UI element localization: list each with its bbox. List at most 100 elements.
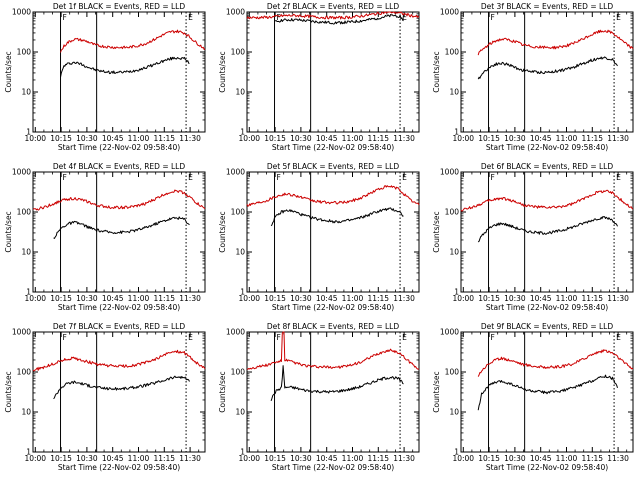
y-axis-label: Counts/sec [218,371,227,412]
x-tick-label: 11:15 [581,454,603,463]
y-tick-label: 10 [449,408,459,417]
x-tick-label: 11:00 [342,454,364,463]
lld-series-line [32,349,206,372]
x-tick-label: 10:30 [290,294,312,303]
x-tick-label: 10:30 [290,454,312,463]
x-tick-label: 10:30 [76,134,98,143]
chart-title: Det 8f BLACK = Events, RED = LLD [267,322,400,331]
y-axis-label: Counts/sec [218,211,227,252]
y-tick-label: 1 [454,128,459,137]
x-tick-label: 11:30 [607,454,629,463]
marker-label: E [616,333,621,342]
x-tick-label: 10:30 [504,294,526,303]
events-series-line [477,374,618,411]
x-axis-label: Start Time (22-Nov-02 09:58:40) [58,143,180,152]
y-tick-label: 1000 [226,328,245,337]
marker-label: F [491,173,495,182]
marker-label: F [63,333,67,342]
x-tick-label: 10:00 [238,294,260,303]
x-tick-label: 10:30 [290,134,312,143]
y-axis-label: Counts/sec [432,211,441,252]
events-series-line [274,14,404,25]
x-tick-label: 10:00 [24,134,46,143]
x-axis-label: Start Time (22-Nov-02 09:58:40) [272,143,394,152]
x-tick-label: 10:15 [264,294,286,303]
y-tick-label: 1000 [440,8,459,17]
events-series-line [53,375,190,400]
x-tick-label: 11:00 [128,454,150,463]
x-tick-label: 11:15 [367,134,389,143]
y-tick-label: 100 [17,208,32,217]
marker-label: E [188,13,193,22]
lld-series-line [60,29,206,53]
y-axis-label: Counts/sec [4,211,13,252]
y-tick-label: 10 [21,248,31,257]
marker-label: F [63,173,67,182]
x-tick-label: 10:45 [102,454,124,463]
x-tick-label: 10:30 [76,294,98,303]
y-tick-label: 10 [235,88,245,97]
chart-title: Det 3f BLACK = Events, RED = LLD [481,2,614,11]
events-series-line [477,216,618,243]
x-axis-label: Start Time (22-Nov-02 09:58:40) [486,463,608,472]
y-tick-label: 1000 [440,328,459,337]
x-tick-label: 10:45 [102,134,124,143]
x-tick-label: 10:45 [530,454,552,463]
plot-frame [460,11,634,133]
x-tick-label: 11:30 [393,134,415,143]
x-tick-label: 10:30 [76,454,98,463]
x-tick-label: 10:30 [504,454,526,463]
x-tick-label: 10:15 [264,134,286,143]
x-tick-label: 11:15 [153,294,175,303]
chart-panel: Det 1f BLACK = Events, RED = LLD 1 10 100 10… [4,2,206,152]
x-tick-label: 11:15 [581,294,603,303]
y-tick-label: 1 [240,128,245,137]
y-axis-label: Counts/sec [4,371,13,412]
y-tick-label: 100 [231,208,246,217]
y-tick-label: 1 [240,288,245,297]
marker-label: E [402,333,407,342]
y-tick-label: 1 [26,128,31,137]
y-tick-label: 10 [21,88,31,97]
chart-panel: Det 9f BLACK = Events, RED = LLD 1 10 100 10… [432,322,634,472]
x-tick-label: 10:00 [238,454,260,463]
y-tick-label: 1000 [440,168,459,177]
x-tick-label: 11:30 [607,134,629,143]
chart-title: Det 4f BLACK = Events, RED = LLD [53,162,186,171]
y-axis-label: Counts/sec [4,51,13,92]
x-axis-label: Start Time (22-Nov-02 09:58:40) [58,303,180,312]
marker-label: F [277,173,281,182]
marker-label: E [402,13,407,22]
x-tick-label: 10:15 [50,134,72,143]
chart-title: Det 9f BLACK = Events, RED = LLD [481,322,614,331]
x-tick-label: 10:00 [452,454,474,463]
marker-label: E [188,173,193,182]
x-tick-label: 10:00 [24,294,46,303]
y-tick-label: 100 [445,48,460,57]
x-tick-label: 10:15 [478,134,500,143]
plot-frame [460,331,634,453]
y-tick-label: 1 [26,448,31,457]
y-tick-label: 1 [26,288,31,297]
y-axis-label: Counts/sec [432,51,441,92]
x-tick-label: 11:00 [342,294,364,303]
x-axis-label: Start Time (22-Nov-02 09:58:40) [58,463,180,472]
marker-label: E [616,173,621,182]
plot-frame [32,11,206,133]
x-axis-label: Start Time (22-Nov-02 09:58:40) [272,463,394,472]
x-tick-label: 10:30 [504,134,526,143]
plot-frame [32,331,206,453]
y-tick-label: 1000 [12,328,31,337]
marker-label: E [616,13,621,22]
plot-frame [246,331,420,453]
chart-panel: Det 5f BLACK = Events, RED = LLD 1 10 100 10… [218,162,420,312]
y-tick-label: 10 [449,248,459,257]
y-tick-label: 1 [240,448,245,457]
events-series-line [53,216,190,239]
y-tick-label: 1 [454,288,459,297]
y-tick-label: 100 [231,368,246,377]
marker-label: E [402,173,407,182]
events-series-line [60,56,190,78]
chart-panel: Det 6f BLACK = Events, RED = LLD 1 10 100 10… [432,162,634,312]
